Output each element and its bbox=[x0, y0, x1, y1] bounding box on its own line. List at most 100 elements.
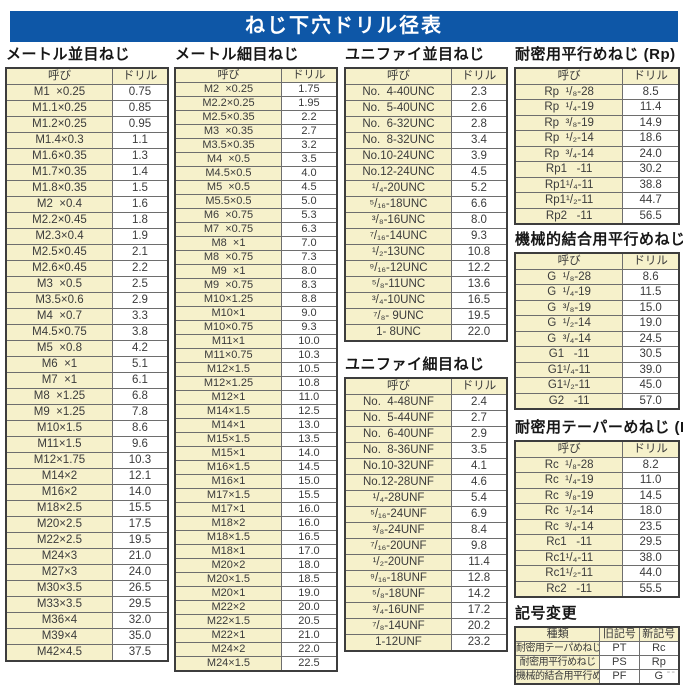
drill-value-cell: 3.9 bbox=[450, 148, 508, 165]
thread-name-cell: M30×3.5 bbox=[5, 580, 113, 597]
drill-value-cell: 30.2 bbox=[622, 161, 680, 178]
table-row: ⁵/₁₆-24UNF 6.9 bbox=[344, 506, 508, 523]
thread-name-cell: M16×2 bbox=[5, 484, 113, 501]
thread-name-cell: G ¹/₄-19 bbox=[514, 284, 624, 301]
table-row: 耐密用テーパめねじ PT Rc bbox=[514, 641, 680, 656]
drill-value-cell: 19.5 bbox=[450, 308, 508, 325]
drill-value-cell: 14.0 bbox=[111, 484, 169, 501]
thread-name-cell: ⁵/₁₆-18UNC bbox=[344, 196, 452, 213]
drill-value-cell: 2.4 bbox=[450, 394, 508, 411]
unified-coarse-table: 呼び ドリル No. 4-40UNC 2.3 No. 5-40UNC 2.6 No. 6-3… bbox=[344, 67, 508, 342]
thread-name-cell: No. 5-44UNF bbox=[344, 410, 452, 427]
thread-name-cell: M18×2 bbox=[174, 516, 282, 531]
table-row: No. 5-44UNF 2.7 bbox=[344, 410, 508, 427]
thread-name-cell: No. 6-32UNC bbox=[344, 116, 452, 133]
thread-name-cell: Rc ³/₈-19 bbox=[514, 487, 624, 504]
unified-fine-table: 呼び ドリル No. 4-48UNF 2.4 No. 5-44UNF 2.7 No. 6-4… bbox=[344, 377, 508, 652]
table-row: M5.5×0.5 5.0 bbox=[174, 194, 338, 209]
table-row: M4 ×0.5 3.5 bbox=[174, 152, 338, 167]
table-row: Rc1¹/₂-11 44.0 bbox=[514, 565, 680, 582]
thread-name-cell: M10×0.75 bbox=[174, 320, 282, 335]
header-row: 呼び ドリル bbox=[5, 67, 169, 85]
drill-value-cell: 1.75 bbox=[280, 82, 338, 97]
thread-name-cell: ⁹/₁₆-12UNC bbox=[344, 260, 452, 277]
table-row: M12×1.25 10.8 bbox=[174, 376, 338, 391]
table-row: G ¹/₈-28 8.6 bbox=[514, 268, 680, 285]
table-row: M4.5×0.75 3.8 bbox=[5, 324, 169, 341]
table-row: M5 ×0.5 4.5 bbox=[174, 180, 338, 195]
table-row: ⁵/₈-11UNC 13.6 bbox=[344, 276, 508, 293]
thread-name-cell: No. 4-48UNF bbox=[344, 394, 452, 411]
column-header: 呼び bbox=[5, 67, 113, 85]
thread-name-cell: ¹/₄-28UNF bbox=[344, 490, 452, 507]
drill-value-cell: 15.0 bbox=[280, 474, 338, 489]
thread-name-cell: M10×1.25 bbox=[174, 292, 282, 307]
table-row: M8 ×1.25 6.8 bbox=[5, 388, 169, 405]
table-row: Rp ³/₈-19 14.9 bbox=[514, 114, 680, 131]
section-title-unified-coarse: ユニファイ並目ねじ bbox=[345, 46, 485, 63]
thread-name-cell: ⁵/₈-11UNC bbox=[344, 276, 452, 293]
thread-name-cell: M9 ×0.75 bbox=[174, 278, 282, 293]
table-row: M20×2.5 17.5 bbox=[5, 516, 169, 533]
drill-value-cell: 24.5 bbox=[622, 330, 680, 347]
table-row: M24×2 22.0 bbox=[174, 642, 338, 657]
column-header: 呼び bbox=[514, 440, 624, 458]
drill-value-cell: 8.6 bbox=[111, 420, 169, 437]
drill-value-cell: 23.5 bbox=[622, 518, 680, 535]
table-row: M42×4.5 37.5 bbox=[5, 644, 169, 662]
drill-value-cell: 5.3 bbox=[280, 208, 338, 223]
thread-name-cell: M14×1 bbox=[174, 418, 282, 433]
thread-name-cell: M22×2.5 bbox=[5, 532, 113, 549]
thread-name-cell: G1¹/₄-11 bbox=[514, 361, 624, 378]
thread-name-cell: M20×1 bbox=[174, 586, 282, 601]
table-row: Rc ¹/₄-19 11.0 bbox=[514, 472, 680, 489]
table-row: ¹/₂-13UNC 10.8 bbox=[344, 244, 508, 261]
thread-name-cell: M15×1.5 bbox=[174, 432, 282, 447]
drill-value-cell: 24.0 bbox=[111, 564, 169, 581]
table-row: G ³/₈-19 15.0 bbox=[514, 299, 680, 316]
table-row: M18×2 16.0 bbox=[174, 516, 338, 531]
thread-name-cell: M4 ×0.7 bbox=[5, 308, 113, 325]
header-row: 呼び ドリル bbox=[344, 67, 508, 85]
table-row: ³/₄-16UNF 17.2 bbox=[344, 602, 508, 619]
header-row: 呼び ドリル bbox=[514, 67, 680, 85]
column-header: 呼び bbox=[344, 377, 452, 395]
page-title: ねじ下穴ドリル径表 bbox=[10, 11, 678, 42]
drill-value-cell: 6.1 bbox=[111, 372, 169, 389]
table-row: Rc ³/₈-19 14.5 bbox=[514, 487, 680, 504]
drill-value-cell: Rp bbox=[638, 655, 680, 670]
section-title-rc: 耐密用テーパーめねじ (Rc) bbox=[515, 419, 683, 436]
drill-value-cell: 45.0 bbox=[622, 377, 680, 394]
drill-value-cell: 29.5 bbox=[622, 534, 680, 551]
drill-value-cell: 2.7 bbox=[450, 410, 508, 427]
table-row: M15×1 14.0 bbox=[174, 446, 338, 461]
drill-value-cell: 18.5 bbox=[280, 572, 338, 587]
drill-value-cell: 7.0 bbox=[280, 236, 338, 251]
drill-value-cell: 19.0 bbox=[280, 586, 338, 601]
drill-value-cell: 4.0 bbox=[280, 166, 338, 181]
table-row: No. 6-40UNF 2.9 bbox=[344, 426, 508, 443]
table-row: M6 ×0.75 5.3 bbox=[174, 208, 338, 223]
thread-name-cell: M1.4×0.3 bbox=[5, 132, 113, 149]
g-table: 呼び ドリル G ¹/₈-28 8.6 G ¹/₄-19 11.5 G ³/₈-19 15.0… bbox=[514, 252, 680, 410]
drill-value-cell: 30.5 bbox=[622, 346, 680, 363]
thread-name-cell: M5 ×0.8 bbox=[5, 340, 113, 357]
table-row: M8 ×0.75 7.3 bbox=[174, 250, 338, 265]
drill-value-cell: 12.1 bbox=[111, 468, 169, 485]
thread-name-cell: No. 5-40UNC bbox=[344, 100, 452, 117]
table-row: M22×1 21.0 bbox=[174, 628, 338, 643]
thread-name-cell: M27×3 bbox=[5, 564, 113, 581]
drill-value-cell: 14.2 bbox=[450, 586, 508, 603]
thread-name-cell: No. 6-40UNF bbox=[344, 426, 452, 443]
column-unified: ユニファイ並目ねじ 呼び ドリル No. 4-40UNC 2.3 No. 5-40UNC… bbox=[344, 46, 508, 652]
thread-name-cell: M1.6×0.35 bbox=[5, 148, 113, 165]
table-row: Rc1 -11 29.5 bbox=[514, 534, 680, 551]
drill-value-cell: 4.1 bbox=[450, 458, 508, 475]
thread-name-cell: M3.5×0.6 bbox=[5, 292, 113, 309]
column-header: ドリル bbox=[450, 67, 508, 85]
drill-value-cell: 3.5 bbox=[450, 442, 508, 459]
drill-value-cell: 0.95 bbox=[111, 116, 169, 133]
table-row: 1- 8UNC 22.0 bbox=[344, 324, 508, 342]
table-row: M33×3.5 29.5 bbox=[5, 596, 169, 613]
thread-name-cell: M7 ×1 bbox=[5, 372, 113, 389]
